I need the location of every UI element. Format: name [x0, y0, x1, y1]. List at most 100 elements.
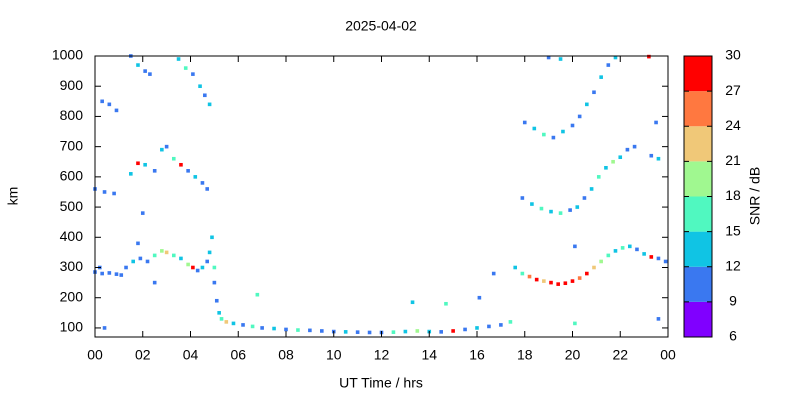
- point: [255, 292, 260, 297]
- point: [573, 321, 577, 326]
- point: [207, 102, 212, 107]
- colorbar-band: [684, 266, 712, 302]
- point: [171, 253, 176, 258]
- point: [160, 147, 164, 152]
- point: [136, 63, 140, 67]
- colorbar-tick-label: 21: [725, 152, 741, 168]
- point: [203, 93, 207, 98]
- colorbar-band: [684, 126, 712, 162]
- colorbar-label: SNR / dB: [747, 167, 763, 225]
- point: [179, 256, 183, 261]
- point: [160, 249, 164, 253]
- point: [654, 120, 658, 125]
- point: [635, 247, 639, 252]
- point: [308, 328, 312, 333]
- point: [585, 271, 589, 276]
- point: [415, 329, 420, 333]
- point: [527, 274, 532, 279]
- point: [475, 326, 479, 330]
- colorbar-band: [684, 161, 712, 197]
- point: [530, 202, 534, 206]
- point: [131, 259, 135, 264]
- point: [582, 196, 587, 200]
- plot-frame: [94, 55, 669, 338]
- colorbar-band: [684, 91, 712, 127]
- point: [499, 323, 503, 327]
- point: [217, 311, 221, 315]
- point: [577, 114, 582, 119]
- point: [212, 280, 217, 285]
- colorbar-band: [684, 301, 712, 337]
- point: [656, 317, 661, 321]
- point: [642, 252, 646, 256]
- point: [487, 324, 491, 329]
- point: [200, 265, 205, 270]
- x-tick-label: 22: [612, 347, 628, 363]
- point: [191, 265, 195, 270]
- x-tick-label: 14: [421, 347, 437, 363]
- point: [119, 273, 124, 277]
- point: [649, 153, 654, 158]
- point: [152, 253, 157, 258]
- point: [272, 326, 276, 331]
- point: [520, 196, 525, 200]
- point: [219, 317, 224, 321]
- point: [542, 132, 546, 137]
- point: [367, 330, 372, 335]
- point: [200, 181, 205, 185]
- point: [114, 108, 119, 113]
- point: [102, 190, 107, 194]
- point: [124, 265, 128, 270]
- point: [152, 169, 157, 173]
- point: [532, 126, 537, 131]
- colorbar-band: [684, 231, 712, 267]
- y-tick-label: 300: [60, 258, 84, 274]
- point: [143, 162, 147, 167]
- point: [599, 75, 603, 79]
- y-tick-label: 900: [60, 77, 84, 93]
- x-tick-label: 00: [660, 347, 676, 363]
- y-axis-label: km: [5, 187, 21, 206]
- colorbar-tick-label: 24: [725, 117, 741, 133]
- point: [561, 129, 565, 134]
- point: [599, 259, 603, 264]
- x-tick-label: 00: [87, 347, 103, 363]
- point: [573, 244, 577, 249]
- x-tick-label: 08: [278, 347, 294, 363]
- point: [164, 144, 169, 149]
- point: [549, 209, 553, 214]
- point: [592, 265, 596, 270]
- point: [522, 120, 527, 125]
- point: [596, 175, 601, 179]
- point: [585, 102, 589, 107]
- point: [656, 256, 661, 261]
- point: [444, 301, 448, 306]
- point: [649, 255, 654, 259]
- y-tick-label: 600: [60, 168, 84, 184]
- point: [542, 279, 546, 283]
- point: [520, 271, 525, 276]
- colorbar-tick-label: 30: [725, 47, 741, 63]
- point: [534, 277, 539, 282]
- point: [611, 159, 615, 164]
- x-tick-label: 04: [183, 347, 199, 363]
- point: [112, 191, 116, 196]
- x-tick-label: 12: [374, 347, 390, 363]
- point: [186, 262, 190, 267]
- point: [558, 211, 563, 215]
- point: [205, 187, 210, 191]
- y-tick-label: 800: [60, 107, 84, 123]
- point: [210, 235, 214, 240]
- colorbar-tick-label: 12: [725, 257, 741, 273]
- point: [570, 279, 575, 283]
- point: [191, 72, 195, 76]
- point: [148, 72, 152, 76]
- point: [176, 57, 181, 61]
- point: [620, 246, 625, 250]
- point: [102, 326, 107, 330]
- point: [343, 330, 348, 334]
- point: [575, 205, 580, 209]
- point: [556, 282, 560, 286]
- point: [613, 249, 618, 253]
